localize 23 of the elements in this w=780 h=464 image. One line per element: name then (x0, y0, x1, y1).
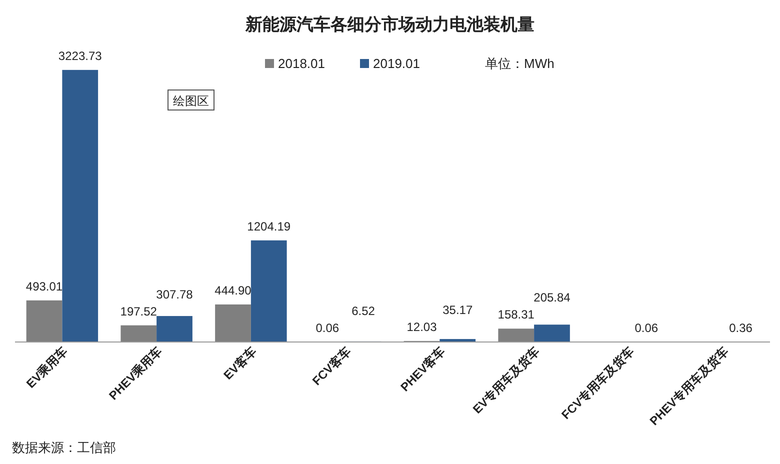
x-tick-label: EV专用车及货车 (470, 344, 542, 416)
data-label: 197.52 (120, 304, 158, 318)
x-tick-label: EV乘用车 (24, 344, 70, 391)
data-label: 0.06 (634, 320, 658, 335)
annotation: 绘图区 (173, 94, 209, 108)
source-note: 数据来源：工信部 (12, 440, 116, 455)
chart-title: 新能源汽车各细分市场动力电池装机量 (244, 15, 534, 34)
data-label: 6.52 (352, 304, 376, 318)
data-label: 0.36 (729, 320, 753, 335)
data-label: 3223.73 (58, 48, 102, 63)
data-label: 158.31 (498, 308, 535, 322)
data-label: 0.06 (316, 320, 340, 335)
x-tick-label: EV客车 (220, 344, 260, 382)
data-label: 12.03 (406, 320, 438, 334)
legend-label: 2018.01 (278, 56, 325, 71)
data-label: 307.78 (156, 287, 194, 302)
data-label: 493.01 (26, 279, 63, 294)
data-label: 35.17 (442, 302, 473, 317)
legend-label: 2019.01 (373, 56, 420, 71)
data-label: 205.84 (534, 290, 571, 305)
data-label: 1204.19 (247, 219, 291, 234)
annotation: 单位：MWh (485, 56, 554, 71)
data-label: 444.90 (214, 283, 252, 298)
